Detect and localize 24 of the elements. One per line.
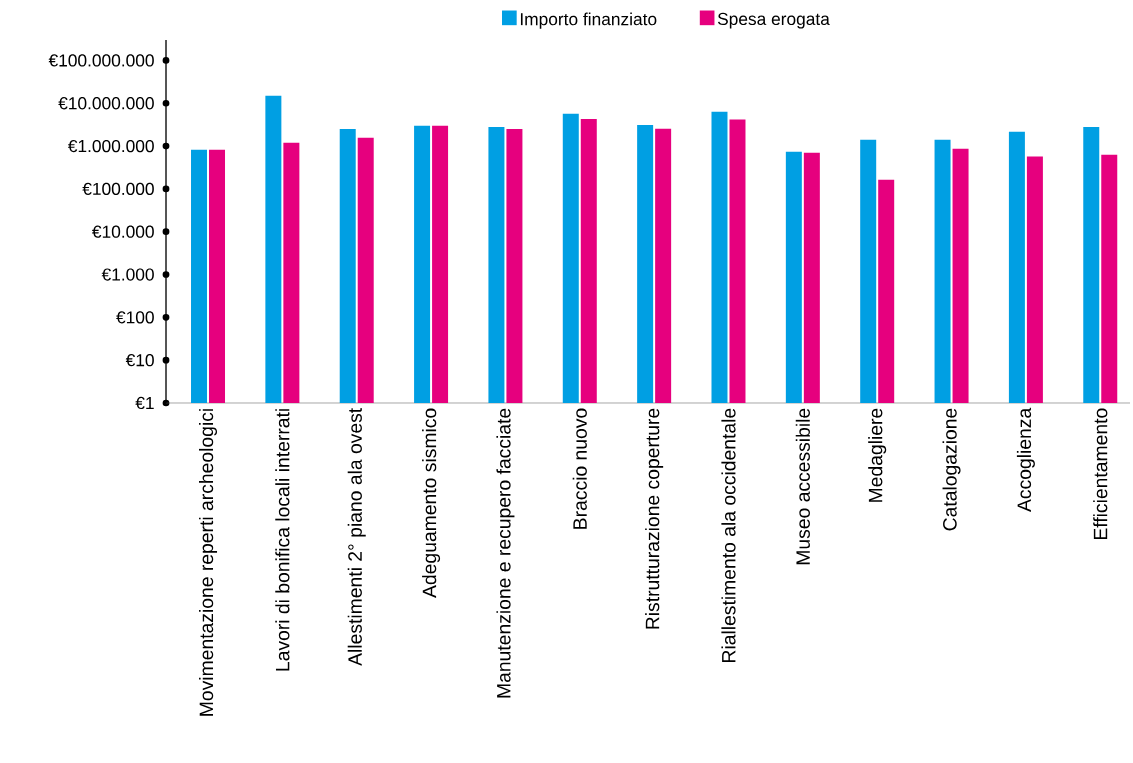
x-tick-label: Lavori di bonifica locali interrati bbox=[275, 409, 290, 671]
x-tick-label: Accoglienza bbox=[1016, 407, 1035, 512]
y-tick-label: €100.000 bbox=[82, 182, 154, 196]
legend-label: Spesa erogata bbox=[717, 12, 830, 29]
x-tick-label: Allestimenti 2° piano ala ovest bbox=[347, 407, 366, 666]
x-tick-label: Catalogazione bbox=[942, 408, 961, 531]
y-tick-label: €10.000 bbox=[92, 225, 154, 238]
x-tick-label: Efficientamento bbox=[1093, 408, 1108, 540]
x-tick-label: Ristrutturazione coperture bbox=[645, 408, 664, 629]
legend-label: Importo finanziato bbox=[520, 12, 657, 29]
y-tick-label: €10 bbox=[125, 354, 154, 367]
y-tick-label: €10.000.000 bbox=[58, 97, 154, 110]
y-tick-label: €100.000.000 bbox=[48, 54, 154, 67]
y-tick-label: €100 bbox=[116, 311, 154, 324]
x-tick-label: Manutenzione e recupero facciate bbox=[496, 408, 515, 698]
x-tick-label: Museo accessibile bbox=[795, 408, 810, 565]
y-tick-label: €1.000.000 bbox=[67, 139, 154, 153]
x-tick-label: Braccio nuovo bbox=[572, 408, 587, 529]
y-tick-label: €1.000 bbox=[101, 268, 154, 281]
x-tick-label: Movimentazione reperti archeologici bbox=[199, 409, 218, 716]
x-tick-label: Riallestimento ala occidentale bbox=[721, 408, 736, 662]
x-tick-label: Medagliere bbox=[868, 408, 887, 502]
y-tick-label: €1 bbox=[135, 396, 154, 410]
x-tick-label: Adeguamento sismico bbox=[422, 408, 441, 598]
